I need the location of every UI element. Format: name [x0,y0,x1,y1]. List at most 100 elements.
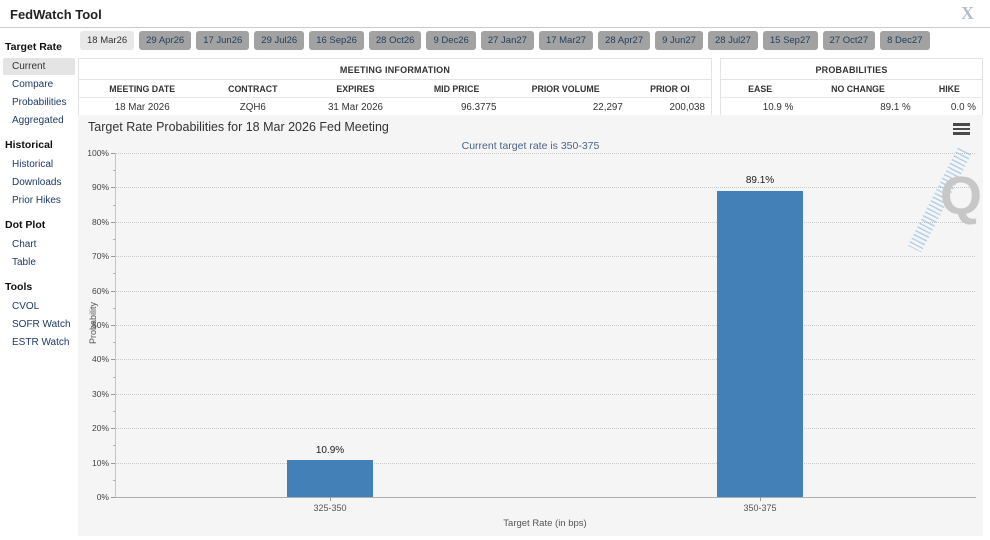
y-tick-30 [111,393,115,395]
tab-16-sep26[interactable]: 16 Sep26 [309,31,364,50]
tab-27-oct27[interactable]: 27 Oct27 [822,31,876,50]
sidebar-item-probabilities[interactable]: Probabilities [12,97,67,108]
gridline-80 [115,221,975,223]
y-tick-50 [111,325,115,326]
y-tick-label-60: 60% [91,285,109,296]
y-minor-tick-35 [113,376,116,378]
gridline-60 [115,290,975,292]
meeting-header-expires: EXPIRES [300,80,411,98]
sidebar-item-chart[interactable]: Chart [12,239,37,250]
tab-18-mar26[interactable]: 18 Mar26 [80,31,135,50]
tab-8-dec27[interactable]: 8 Dec27 [880,31,930,50]
tab-15-sep27[interactable]: 15 Sep27 [762,31,818,50]
sidebar-section-title-target-rate: Target Rate [5,41,62,53]
y-tick-80 [111,221,115,223]
tab-28-jul27[interactable]: 28 Jul27 [707,31,758,50]
y-tick-20 [111,428,115,430]
y-minor-tick-25 [113,411,116,412]
prob-header-hike: HIKE [916,80,982,98]
menu-bar [953,132,970,135]
bar-value-label-325-350: 10.9% [315,444,345,456]
y-tick-label-50: 50% [91,320,109,330]
y-minor-tick-45 [113,342,116,344]
tab-9-dec26[interactable]: 9 Dec26 [426,31,476,50]
y-tick-label-10: 10% [91,457,109,468]
tab-28-apr27[interactable]: 28 Apr27 [598,31,651,50]
y-tick-label-0: 0% [96,492,109,502]
close-icon[interactable]: X [961,3,974,23]
probabilities-table: PROBABILITIES EASE NO CHANGE HIKE 10.9 % 89.… [720,58,983,117]
meeting-value-mid-price: 96.3775 [460,102,497,113]
y-tick-label-80: 80% [91,216,109,227]
prob-value-ease: 10.9 % [762,102,794,113]
tab-29-apr26[interactable]: 29 Apr26 [139,31,192,50]
prob-value-no-change: 89.1 % [880,102,911,113]
page-title: FedWatch Tool [10,7,102,22]
x-axis-line [115,497,976,498]
tab-17-mar27[interactable]: 17 Mar27 [538,31,594,50]
meeting-value-contract: ZQH6 [239,102,266,113]
tab-29-jul26[interactable]: 29 Jul26 [254,31,305,50]
meeting-info-title: MEETING INFORMATION [79,59,711,80]
menu-bar [953,123,970,126]
meeting-info-grid: MEETING DATE CONTRACT EXPIRES MID PRICE PRIO… [79,80,711,116]
tab-9-jun27[interactable]: 9 Jun27 [655,31,703,50]
chart-title: Target Rate Probabilities for 18 Mar 202… [88,120,389,134]
y-minor-tick-15 [113,445,116,447]
y-tick-90 [111,187,115,189]
y-minor-tick-5 [113,479,116,481]
meeting-info-table: MEETING INFORMATION MEETING DATE CONTRACT… [78,58,712,117]
meeting-value-prior-volume: 22,297 [592,102,623,113]
prob-header-no-change: NO CHANGE [799,80,917,98]
bar-325-350[interactable] [287,459,373,497]
sidebar-item-prior-hikes[interactable]: Prior Hikes [12,195,61,206]
sidebar-item-sofr-watch[interactable]: SOFR Watch [12,319,71,330]
chart-subtitle: Current target rate is 350-375 [461,140,600,152]
sidebar-item-table[interactable]: Table [12,257,36,268]
y-minor-tick-65 [113,273,116,275]
sidebar-item-downloads[interactable]: Downloads [12,177,62,188]
menu-bar [953,127,970,131]
chart-menu-icon[interactable] [953,123,970,137]
y-tick-70 [111,256,115,258]
meeting-value-expires: 31 Mar 2026 [327,102,383,113]
y-minor-tick-55 [113,307,116,309]
gridline-70 [115,256,975,258]
sidebar: Target Rate Current Compare Probabilities Ag… [0,28,78,540]
sidebar-section-title-dot-plot: Dot Plot [5,219,46,231]
sidebar-item-compare[interactable]: Compare [12,79,54,90]
y-tick-10 [111,462,115,464]
probabilities-grid: EASE NO CHANGE HIKE 10.9 % 89.1 % 0.0 % [721,80,982,116]
y-tick-label-20: 20% [91,423,109,434]
probabilities-title: PROBABILITIES [721,59,982,80]
y-minor-tick-95 [113,170,116,172]
meeting-header-contract: CONTRACT [205,80,301,98]
y-tick-40 [111,359,115,361]
y-minor-tick-85 [113,204,116,206]
gridline-90 [115,187,975,189]
tab-27-jan27[interactable]: 27 Jan27 [480,31,534,50]
tab-17-jun26[interactable]: 17 Jun26 [196,31,250,50]
meeting-header-mid-price: MID PRICE [410,80,503,98]
sidebar-item-historical[interactable]: Historical [12,159,54,170]
meeting-value-meeting-date: 18 Mar 2026 [114,102,170,113]
sidebar-section-title-historical: Historical [5,139,53,151]
tab-28-oct26[interactable]: 28 Oct26 [368,31,422,50]
sidebar-item-estr-watch[interactable]: ESTR Watch [12,337,70,348]
y-tick-60 [111,290,115,292]
x-tick-label-325-350: 325-350 [313,503,347,513]
chart-panel: Target Rate Probabilities for 18 Mar 202… [78,115,983,536]
sidebar-item-cvol[interactable]: CVOL [12,301,40,312]
x-tick-label-350-375: 350-375 [743,503,777,513]
sidebar-item-aggregated[interactable]: Aggregated [12,115,64,126]
gridline-100 [115,153,975,154]
x-tick-325-350 [330,497,331,501]
y-tick-label-70: 70% [91,251,109,262]
sidebar-item-current[interactable]: Current [3,58,75,75]
prob-value-hike: 0.0 % [950,102,976,113]
meeting-date-tabs: 18 Mar26 29 Apr26 17 Jun26 29 Jul26 16 Sep26… [80,31,930,51]
gridline-50 [115,325,975,326]
bar-350-375[interactable] [717,190,803,497]
y-tick-label-90: 90% [91,182,109,193]
